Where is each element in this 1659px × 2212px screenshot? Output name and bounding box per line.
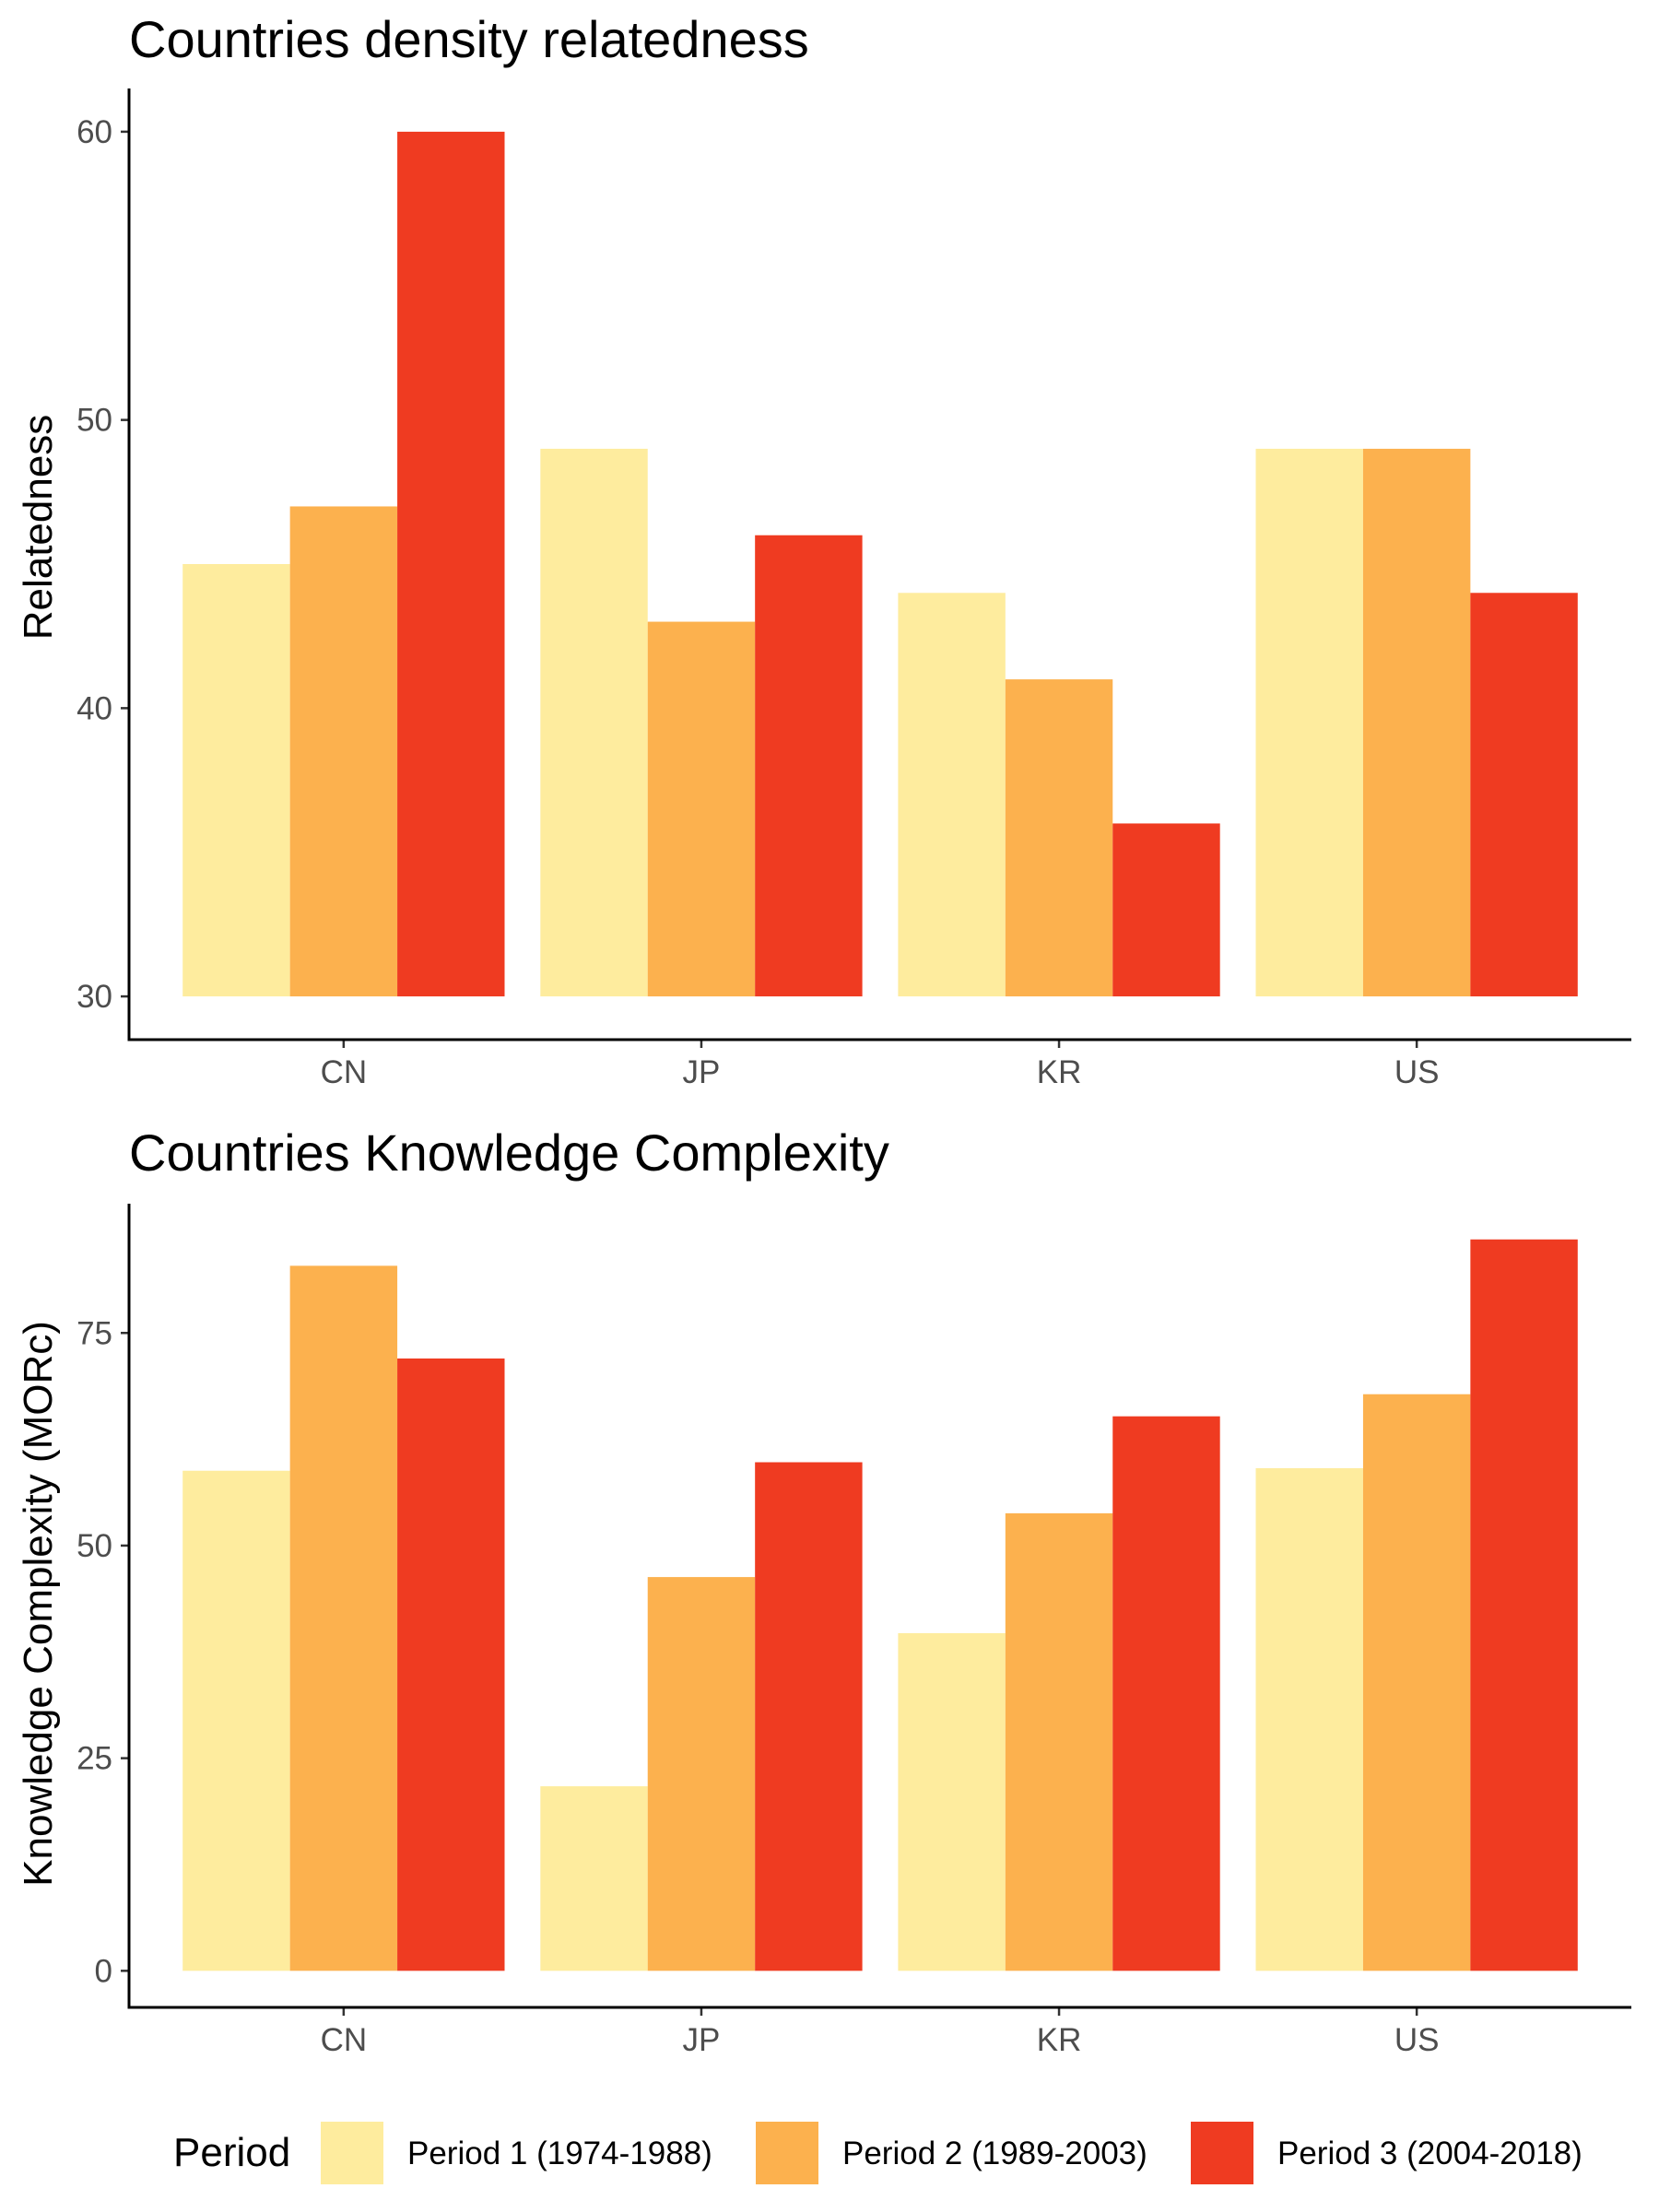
bar-jp-period-3 <box>755 1462 863 1971</box>
legend-swatch-period-2 <box>756 2122 818 2184</box>
bar-us-period-1 <box>1255 1467 1363 1971</box>
bar-cn-period-1 <box>182 1470 290 1971</box>
y-axis-title: Relatedness <box>16 415 61 641</box>
y-tick-label: 50 <box>76 403 112 439</box>
chart-title: Countries Knowledge Complexity <box>129 1124 889 1182</box>
knowledge-complexity-panel: Countries Knowledge Complexity Knowledge… <box>16 1124 1631 2058</box>
x-tick-label: JP <box>683 2022 721 2058</box>
y-tick-label: 30 <box>76 979 112 1015</box>
bar-cn-period-3 <box>397 131 505 997</box>
y-tick-label: 25 <box>76 1741 112 1777</box>
y-tick-label: 0 <box>95 1953 112 1989</box>
legend: Period Period 1 (1974-1988) Period 2 (19… <box>173 2122 1583 2184</box>
bar-kr-period-3 <box>1112 823 1220 997</box>
bar-group <box>182 131 1578 997</box>
legend-swatch-period-3 <box>1191 2122 1253 2184</box>
relatedness-panel: Countries density relatedness Relatednes… <box>16 10 1631 1090</box>
y-axis-title: Knowledge Complexity (MORc) <box>16 1321 61 1887</box>
x-tick-label: US <box>1394 1054 1440 1090</box>
legend-label-period-1: Period 1 (1974-1988) <box>407 2136 712 2171</box>
bar-jp-period-3 <box>755 535 863 997</box>
y-tick-label: 75 <box>76 1315 112 1351</box>
bar-us-period-2 <box>1362 1394 1471 1971</box>
bar-us-period-3 <box>1470 593 1578 997</box>
bar-kr-period-3 <box>1112 1416 1220 1971</box>
chart-title: Countries density relatedness <box>129 10 809 68</box>
y-axis-ticks: 0 25 50 75 <box>76 1315 129 1989</box>
bar-kr-period-1 <box>898 593 1006 997</box>
legend-label-period-3: Period 3 (2004-2018) <box>1277 2136 1583 2171</box>
legend-title: Period <box>173 2130 290 2175</box>
bar-group <box>182 1239 1578 1971</box>
bar-kr-period-2 <box>1005 679 1113 997</box>
y-tick-label: 60 <box>76 114 112 150</box>
legend-swatch-period-1 <box>321 2122 383 2184</box>
bar-cn-period-3 <box>397 1358 505 1971</box>
bar-jp-period-2 <box>647 1577 756 1971</box>
x-tick-label: KR <box>1037 2022 1082 2058</box>
bar-kr-period-1 <box>898 1632 1006 1971</box>
x-tick-label: CN <box>321 1054 368 1090</box>
x-tick-label: CN <box>321 2022 368 2058</box>
x-tick-label: US <box>1394 2022 1440 2058</box>
x-axis-ticks: CN JP KR US <box>321 2007 1440 2058</box>
y-tick-label: 40 <box>76 690 112 726</box>
legend-label-period-2: Period 2 (1989-2003) <box>842 2136 1147 2171</box>
x-tick-label: JP <box>683 1054 721 1090</box>
bar-jp-period-1 <box>540 448 648 997</box>
y-tick-label: 50 <box>76 1528 112 1564</box>
bar-cn-period-2 <box>289 1265 398 1971</box>
bar-jp-period-2 <box>647 621 756 997</box>
y-axis-ticks: 30 40 50 60 <box>76 114 129 1015</box>
x-tick-label: KR <box>1037 1054 1082 1090</box>
bar-cn-period-2 <box>289 506 398 997</box>
bar-us-period-1 <box>1255 448 1363 997</box>
x-axis-ticks: CN JP KR US <box>321 1040 1440 1090</box>
bar-us-period-2 <box>1362 448 1471 997</box>
bar-jp-period-1 <box>540 1786 648 1971</box>
bar-us-period-3 <box>1470 1239 1578 1971</box>
bar-kr-period-2 <box>1005 1512 1113 1971</box>
bar-cn-period-1 <box>182 564 290 997</box>
